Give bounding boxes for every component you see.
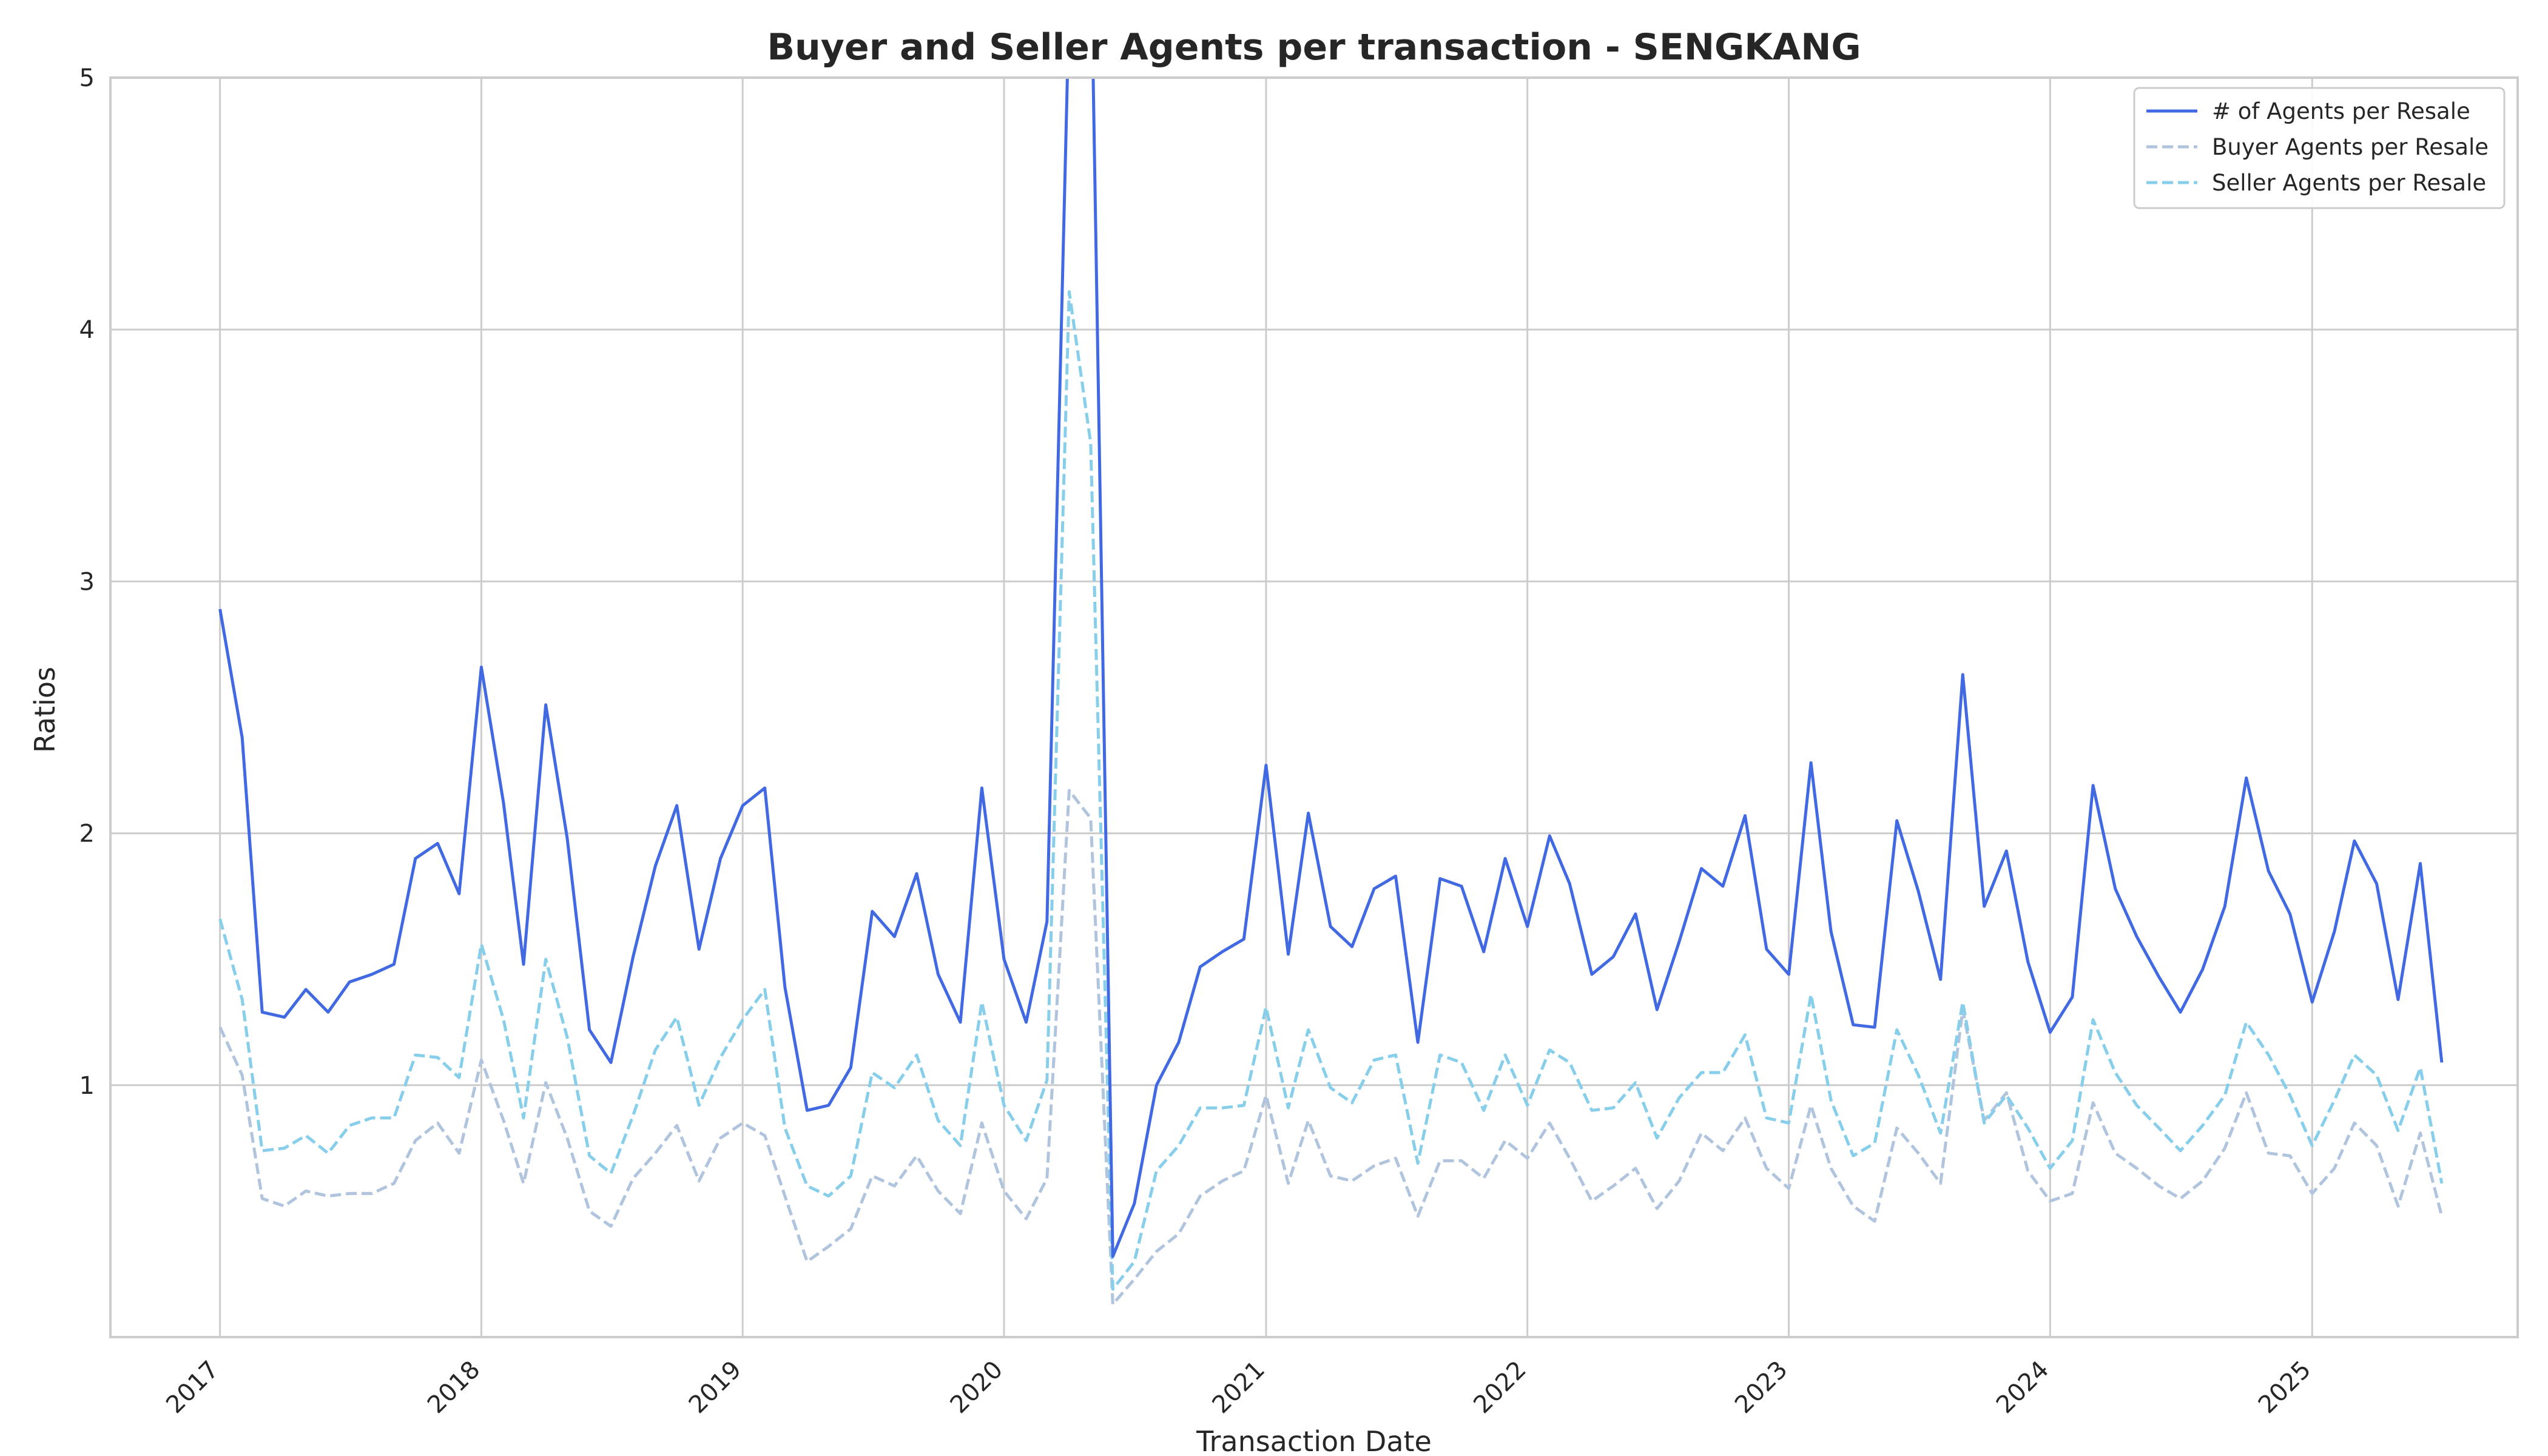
y-axis-ticks: 1 2 3 4 5 [79, 64, 95, 1100]
series-lines [218, 78, 2444, 1306]
x-tick-label: 2024 [1991, 1356, 2055, 1420]
series-line-1 [218, 789, 2444, 1306]
y-tick-label: 4 [79, 316, 95, 344]
grid-lines [110, 76, 2518, 1337]
legend-box [2133, 87, 2506, 209]
y-tick-label: 2 [79, 820, 95, 848]
legend-label: Seller Agents per Resale [2212, 170, 2486, 196]
x-tick-label: 2021 [1207, 1356, 1270, 1420]
x-tick-label: 2025 [2253, 1356, 2317, 1420]
y-axis-label: Ratios [29, 667, 61, 753]
x-axis-label: Transaction Date [1196, 1425, 1432, 1456]
x-tick-label: 2019 [684, 1356, 747, 1420]
x-tick-label: 2020 [945, 1356, 1009, 1420]
x-tick-label: 2017 [161, 1356, 224, 1420]
x-tick-label: 2022 [1468, 1356, 1532, 1420]
legend-label: # of Agents per Resale [2212, 98, 2470, 124]
x-tick-label: 2023 [1730, 1356, 1793, 1420]
legend-label: Buyer Agents per Resale [2212, 134, 2489, 160]
plot-frame [109, 76, 2519, 1338]
chart-title: Buyer and Seller Agents per transaction … [767, 26, 1861, 69]
legend: # of Agents per Resale Buyer Agents per R… [2133, 87, 2506, 209]
y-tick-label: 3 [79, 568, 95, 596]
x-tick-label: 2018 [422, 1356, 486, 1420]
series-line-0 [218, 78, 2444, 1258]
y-tick-label: 5 [79, 64, 95, 92]
series-line-2 [218, 290, 2444, 1291]
y-tick-label: 1 [79, 1072, 95, 1100]
x-axis-ticks: 2017 2018 2019 2020 2021 2022 2023 2024 2025 [161, 1356, 2316, 1420]
